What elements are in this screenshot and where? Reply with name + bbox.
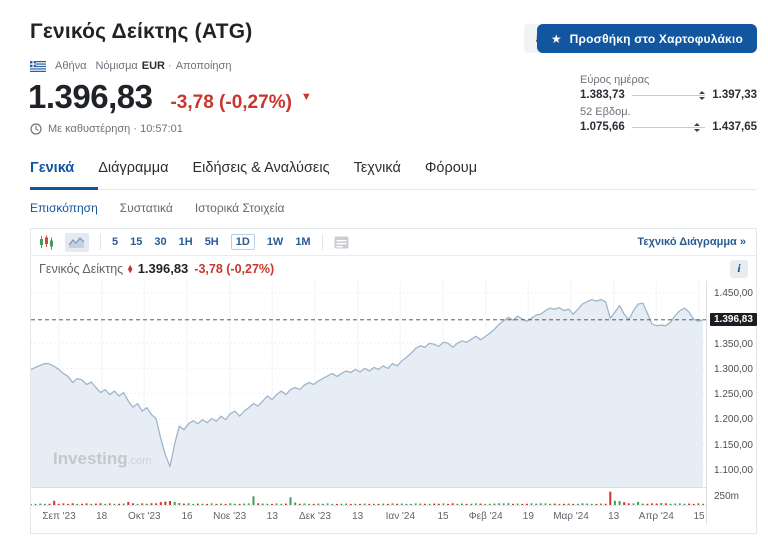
delay-note: Με καθυστέρηση · 10:57:01 bbox=[48, 123, 183, 135]
currency-label: Νόμισμα bbox=[95, 60, 138, 72]
add-to-portfolio-label: Προσθήκη στο Χαρτοφυλάκιο bbox=[569, 31, 743, 46]
timeframe-30[interactable]: 30 bbox=[154, 236, 167, 248]
toolbar-divider bbox=[321, 234, 323, 250]
star-icon: ★ bbox=[550, 31, 562, 46]
price-pane bbox=[31, 281, 706, 488]
y-tick-label: 1.200,00 bbox=[714, 414, 753, 425]
week52-range-block: 52 Εβδομ. 1.075,66 1.437,65 bbox=[580, 106, 757, 133]
currency-value: EUR bbox=[141, 60, 166, 72]
chart-last-price: 1.396,83 bbox=[137, 261, 189, 276]
subtab-Επισκόπηση[interactable]: Επισκόπηση bbox=[30, 201, 98, 215]
day-range-low: 1.383,73 bbox=[580, 89, 625, 101]
x-tick-label: 18 bbox=[96, 511, 108, 522]
subtab-Ιστορικά Στοιχεία[interactable]: Ιστορικά Στοιχεία bbox=[194, 201, 285, 215]
tab-Ειδήσεις & Αναλύσεις[interactable]: Ειδήσεις & Αναλύσεις bbox=[192, 160, 330, 176]
volume-pane bbox=[31, 489, 706, 506]
x-tick-label: Νοε '23 bbox=[213, 511, 247, 522]
x-tick-label: Οκτ '23 bbox=[128, 511, 161, 522]
delay-note-row: Με καθυστέρηση · 10:57:01 bbox=[30, 123, 183, 135]
info-icon[interactable]: i bbox=[730, 259, 748, 278]
y-tick-label: 1.100,00 bbox=[714, 465, 753, 476]
x-tick-label: Ιαν '24 bbox=[385, 511, 416, 522]
meta-separator: · bbox=[168, 60, 172, 72]
price-change: -3,78 (-0,27%) bbox=[170, 92, 292, 113]
chart-widget: 5 15 30 1H 5H 1D 1W 1M Τεχνικό Διάγραμμα » Γενι… bbox=[30, 228, 757, 534]
timeframe-1W[interactable]: 1W bbox=[266, 236, 284, 248]
day-range-high: 1.397,33 bbox=[712, 89, 757, 101]
y-tick-label: 1.450,00 bbox=[714, 288, 753, 299]
week52-range-track bbox=[631, 122, 706, 132]
x-tick-label: Δεκ '23 bbox=[299, 511, 331, 522]
day-range-label: Εύρος ημέρας bbox=[580, 74, 650, 86]
tab-Τεχνικά[interactable]: Τεχνικά bbox=[353, 160, 401, 176]
x-axis-labels: Σεπ '23 18 Οκτ '23 16 Νοε '23 13 Δεκ '23 13 Ιαν … bbox=[31, 511, 706, 525]
greece-flag-icon bbox=[30, 60, 46, 72]
last-price: 1.396,83 bbox=[28, 78, 153, 115]
y-tick-label: 1.250,00 bbox=[714, 389, 753, 400]
main-tabs: Γενικά Διάγραμμα Ειδήσεις & Αναλύσεις Τεχνι… bbox=[30, 160, 757, 190]
day-range-track bbox=[631, 90, 706, 100]
x-tick-label: Απρ '24 bbox=[638, 511, 674, 522]
price-down-triangle-icon: ▼ bbox=[300, 91, 312, 103]
y-tick-label: 1.350,00 bbox=[714, 339, 753, 350]
timeframe-1D[interactable]: 1D bbox=[230, 234, 255, 250]
x-tick-label: Φεβ '24 bbox=[468, 511, 503, 522]
day-range-block: Εύρος ημέρας 1.383,73 1.397,33 bbox=[580, 74, 757, 101]
candlestick-chart-icon[interactable] bbox=[39, 235, 54, 250]
y-tick-label: 1.300,00 bbox=[714, 364, 753, 375]
clock-icon bbox=[30, 123, 42, 135]
calendar-icon[interactable] bbox=[334, 236, 349, 249]
exchange-label: Αθήνα bbox=[55, 60, 87, 72]
tab-Φόρουμ[interactable]: Φόρουμ bbox=[424, 160, 478, 176]
subtab-Συστατικά[interactable]: Συστατικά bbox=[119, 201, 173, 215]
week52-range-label: 52 Εβδομ. bbox=[580, 106, 631, 118]
tab-Γενικά[interactable]: Γενικά bbox=[30, 160, 99, 190]
chart-body: Σεπ '23 18 Οκτ '23 16 Νοε '23 13 Δεκ '23 13 Ιαν … bbox=[31, 281, 757, 533]
disclaimer-link[interactable]: Αποποίηση bbox=[175, 60, 232, 72]
chart-instrument-name: Γενικός Δείκτης bbox=[39, 261, 124, 276]
x-tick-label: 13 bbox=[608, 511, 620, 522]
instrument-meta: Αθήνα Νόμισμα EUR · Αποποίηση bbox=[30, 60, 231, 72]
week52-range-high: 1.437,65 bbox=[712, 121, 757, 133]
chart-price-change: -3,78 (-0,27%) bbox=[194, 261, 275, 276]
tab-Διάγραμμα[interactable]: Διάγραμμα bbox=[98, 160, 169, 176]
toolbar-divider bbox=[100, 234, 101, 250]
timeframe-5[interactable]: 5 bbox=[112, 236, 119, 248]
technical-chart-link[interactable]: Τεχνικό Διάγραμμα » bbox=[637, 236, 746, 248]
last-price-badge: 1.396,83 bbox=[710, 313, 757, 326]
price-down-marker-icon: ◆ bbox=[128, 263, 133, 275]
chart-header: Γενικός Δείκτης ◆ 1.396,83 -3,78 (-0,27%… bbox=[31, 256, 756, 281]
timeframe-5H[interactable]: 5H bbox=[204, 236, 219, 248]
timeframe-15[interactable]: 15 bbox=[130, 236, 143, 248]
chart-toolbar: 5 15 30 1H 5H 1D 1W 1M Τεχνικό Διάγραμμα » bbox=[31, 229, 756, 256]
week52-range-low: 1.075,66 bbox=[580, 121, 625, 133]
price-row: 1.396,83 -3,78 (-0,27%) ▼ bbox=[28, 78, 312, 116]
x-tick-label: 13 bbox=[352, 511, 364, 522]
x-tick-label: Μαρ '24 bbox=[553, 511, 589, 522]
area-chart-icon[interactable] bbox=[65, 232, 89, 252]
add-to-portfolio-button[interactable]: ★ Προσθήκη στο Χαρτοφυλάκιο bbox=[536, 24, 757, 53]
x-tick-label: Σεπ '23 bbox=[42, 511, 76, 522]
chart-plot-area[interactable]: Σεπ '23 18 Οκτ '23 16 Νοε '23 13 Δεκ '23 13 Ιαν … bbox=[31, 281, 707, 525]
x-tick-label: 19 bbox=[522, 511, 534, 522]
sub-tabs: Επισκόπηση Συστατικά Ιστορικά Στοιχεία bbox=[30, 201, 284, 215]
page-title: Γενικός Δείκτης (ATG) bbox=[30, 20, 253, 43]
y-tick-label: 1.150,00 bbox=[714, 440, 753, 451]
timeframe-1H[interactable]: 1H bbox=[178, 236, 193, 248]
y-axis: 1.396,83 250m 1.450,00 1.350,00 1.300,00 1.… bbox=[708, 281, 757, 533]
volume-axis-label: 250m bbox=[714, 491, 740, 502]
x-tick-label: 15 bbox=[693, 511, 705, 522]
x-tick-label: 13 bbox=[266, 511, 278, 522]
timeframe-buttons: 5 15 30 1H 5H 1D 1W 1M bbox=[112, 234, 311, 250]
timeframe-1M[interactable]: 1M bbox=[295, 236, 311, 248]
x-tick-label: 15 bbox=[437, 511, 449, 522]
x-tick-label: 16 bbox=[181, 511, 193, 522]
